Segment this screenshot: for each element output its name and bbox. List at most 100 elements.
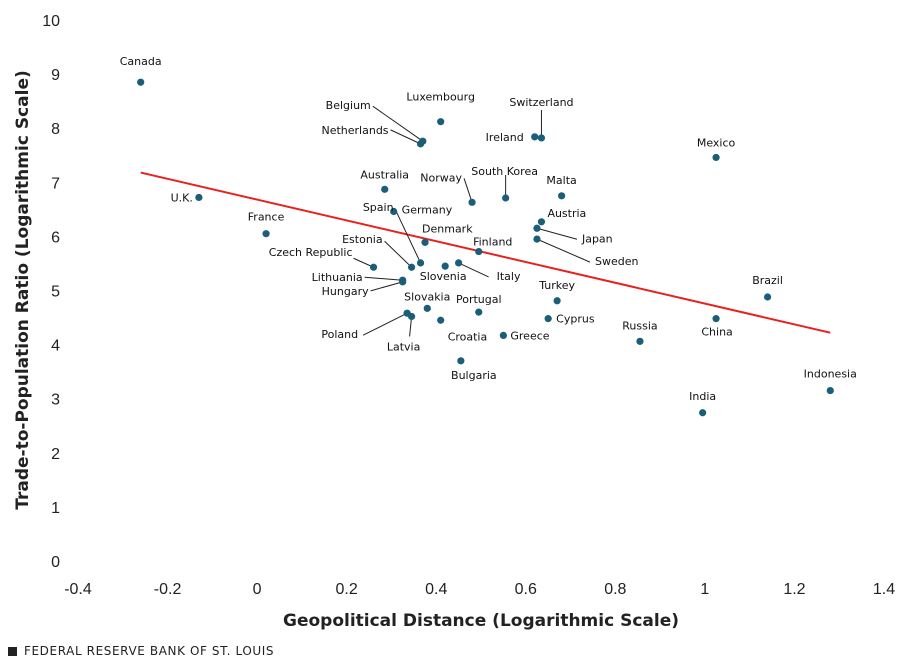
point-norway [468, 198, 476, 206]
leader-lithuania [364, 276, 403, 281]
leader-estonia [384, 240, 412, 268]
point-brazil [763, 293, 772, 301]
leader-japan [536, 227, 578, 240]
point-china [712, 315, 720, 323]
leader-spain [394, 207, 422, 264]
point-hungary [399, 278, 407, 286]
label-mexico: Mexico [697, 136, 736, 149]
leader-czech-republic [353, 257, 374, 268]
point-czech-republic [369, 263, 378, 271]
label-south-korea: South Korea [471, 165, 538, 178]
x-tick-label: 0.4 [425, 581, 447, 598]
trendline-group [140, 171, 831, 334]
x-axis-title: Geopolitical Distance (Logarithmic Scale… [283, 611, 679, 631]
label-indonesia: Indonesia [804, 368, 857, 381]
y-tick-label: 7 [51, 175, 60, 192]
label-malta: Malta [546, 174, 576, 187]
leader-netherlands [390, 129, 421, 145]
leader-hungary [370, 281, 403, 292]
point-austria [537, 218, 546, 226]
y-tick-label: 10 [42, 13, 60, 30]
point-italy [455, 259, 463, 267]
y-tick-label: 0 [51, 554, 60, 571]
point-latvia [407, 312, 416, 321]
x-tick-label: -0.4 [64, 581, 92, 598]
point-ireland [531, 133, 539, 141]
x-tick-label: 0.6 [515, 581, 537, 598]
label-india: India [689, 390, 716, 403]
point-indonesia [826, 386, 834, 395]
point-india [699, 409, 707, 417]
y-tick-label: 4 [51, 338, 60, 355]
x-tick-label: 1.4 [873, 581, 895, 598]
label-lithuania: Lithuania [312, 271, 363, 284]
label-brazil: Brazil [752, 274, 783, 287]
point-russia [636, 337, 644, 345]
point-malta [558, 192, 566, 200]
label-estonia: Estonia [342, 233, 383, 246]
label-portugal: Portugal [456, 293, 502, 306]
point-switzerland [537, 134, 546, 142]
label-turkey: Turkey [538, 279, 575, 292]
x-tick-label: 0.2 [336, 581, 358, 598]
label-denmark: Denmark [422, 222, 473, 235]
y-axis-title: Trade-to-Population Ratio (Logarithmic S… [13, 70, 33, 510]
trendline [140, 171, 831, 334]
point-slovenia [441, 262, 449, 270]
label-hungary: Hungary [322, 285, 369, 298]
x-tick-label: 1.2 [783, 581, 805, 598]
label-luxembourg: Luxembourg [406, 91, 475, 104]
y-axis-ticks: 0 1 2 3 4 5 6 7 8 9 10 [42, 13, 60, 571]
label-croatia: Croatia [448, 330, 488, 343]
label-bulgaria: Bulgaria [451, 369, 497, 382]
label-czech-republic: Czech Republic [269, 246, 353, 259]
point-japan [533, 224, 541, 232]
leader-italy [458, 262, 489, 278]
y-tick-label: 9 [51, 67, 60, 84]
label-belgium: Belgium [326, 99, 371, 112]
leader-sweden [536, 238, 591, 263]
y-tick-label: 1 [51, 500, 60, 517]
point-mexico [712, 153, 720, 162]
label-ireland: Ireland [486, 131, 524, 144]
source-footer: FEDERAL RESERVE BANK OF ST. LOUIS [8, 644, 274, 658]
point-netherlands [416, 140, 425, 148]
y-tick-label: 5 [51, 284, 60, 301]
label-leader-lines [353, 105, 591, 337]
point-bulgaria [457, 357, 465, 365]
point-france [262, 230, 270, 238]
point-slovakia [423, 304, 431, 312]
footer-source-text: FEDERAL RESERVE BANK OF ST. LOUIS [24, 644, 275, 658]
leader-belgium [372, 105, 424, 142]
label-china: China [701, 326, 732, 339]
label-slovenia: Slovenia [420, 270, 467, 283]
x-axis-ticks: -0.4 -0.2 0 0.2 0.4 0.6 0.8 1 1.2 1.4 [64, 581, 895, 598]
scatter-chart: 0 1 2 3 4 5 6 7 8 9 10 -0.4 -0.2 0 0.2 0.4 0.6 0.8 1 1.2 1.… [13, 13, 895, 631]
point-croatia [437, 316, 445, 324]
x-tick-label: 0 [253, 581, 262, 598]
leader-norway [463, 178, 473, 203]
point-spain [416, 259, 425, 267]
label-france: France [248, 211, 285, 224]
leader-poland [362, 312, 408, 336]
label-slovakia: Slovakia [404, 290, 450, 303]
label-norway: Norway [420, 171, 462, 184]
y-tick-label: 2 [51, 446, 60, 463]
point-canada [137, 78, 145, 86]
point-sweden [533, 235, 541, 243]
point-finland [475, 247, 483, 256]
point-germany [390, 207, 398, 216]
label-australia: Australia [360, 168, 409, 181]
label-canada: Canada [120, 55, 162, 68]
point-australia [381, 185, 389, 193]
label-spain: Spain [363, 201, 394, 214]
label-russia: Russia [622, 319, 657, 332]
y-tick-label: 3 [51, 392, 60, 409]
point-south-korea [502, 194, 510, 202]
point-luxembourg [437, 118, 445, 126]
point-portugal [475, 308, 483, 316]
label-germany: Germany [402, 204, 453, 217]
label-japan: Japan [581, 232, 613, 245]
label-greece: Greece [510, 329, 549, 342]
point-estonia [407, 263, 416, 271]
